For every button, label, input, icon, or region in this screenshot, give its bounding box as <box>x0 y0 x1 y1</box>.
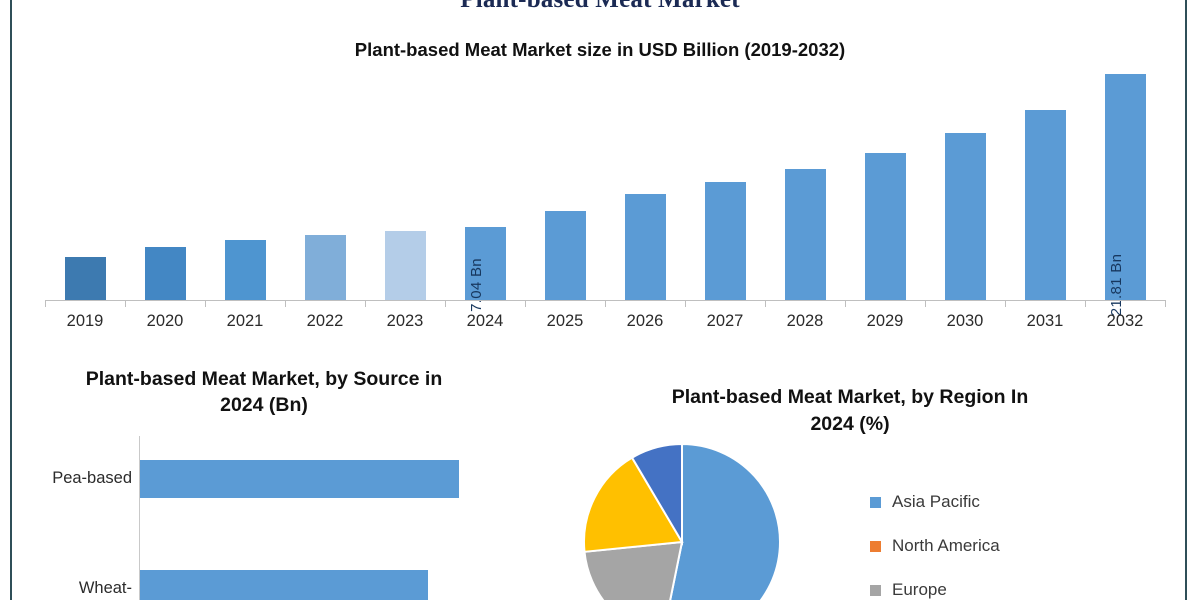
x-tick-2026 <box>605 300 606 307</box>
x-axis-label-2023: 2023 <box>386 312 424 330</box>
source-chart-y-axis <box>139 436 140 600</box>
region-legend: Asia Pacific North America Europe <box>870 480 1170 600</box>
bar-2024: 7.04 Bn <box>464 227 506 312</box>
legend-item-asia-pacific: Asia Pacific <box>870 480 1170 524</box>
bar-2023 <box>384 231 426 300</box>
x-axis-label-2027: 2027 <box>706 312 744 330</box>
source-bar-1 <box>140 460 459 498</box>
bar-2021 <box>224 240 266 300</box>
region-title-line1: Plant-based Meat Market, by Region In <box>671 386 1029 408</box>
legend-label: Europe <box>892 580 947 599</box>
market-by-source-chart: Plant-based Meat Market, by Source in 20… <box>14 360 514 600</box>
frame-border-right <box>1185 0 1187 600</box>
bar-2031 <box>1024 110 1066 300</box>
legend-label: North America <box>892 536 1000 555</box>
x-axis-label-2029: 2029 <box>866 312 904 330</box>
x-axis-label-2020: 2020 <box>146 312 184 330</box>
x-tick-2032 <box>1085 300 1086 307</box>
x-tick-2021 <box>205 300 206 307</box>
pie-slice-middle-east-and-africa <box>583 540 684 600</box>
x-axis-label-2026: 2026 <box>626 312 664 330</box>
bar-2022 <box>304 235 346 300</box>
x-tick-2022 <box>285 300 286 307</box>
source-title-line2: 2024 (Bn) <box>220 394 308 416</box>
x-tick-2019 <box>45 300 46 307</box>
x-tick-2029 <box>845 300 846 307</box>
bar-2028 <box>784 169 826 300</box>
source-label-1: Pea-based <box>52 469 132 487</box>
x-axis-label-2024: 2024 <box>466 312 504 330</box>
x-axis-label-2032: 2032 <box>1106 312 1144 330</box>
x-tick-2020 <box>125 300 126 307</box>
pie-slice-europe <box>583 456 684 553</box>
legend-label: Asia Pacific <box>892 492 980 511</box>
x-tick-end <box>1165 300 1166 307</box>
market-by-region-chart: Plant-based Meat Market, by Region In 20… <box>560 380 1180 600</box>
pie-slice-south-america <box>630 442 683 546</box>
x-tick-2023 <box>365 300 366 307</box>
legend-swatch-icon <box>870 540 881 552</box>
x-axis-label-2030: 2030 <box>946 312 984 330</box>
bar-2020 <box>144 247 186 300</box>
bar-2029 <box>864 153 906 300</box>
bar-value-label-2032: 21.81 Bn <box>1108 253 1125 317</box>
x-axis-label-2028: 2028 <box>786 312 824 330</box>
x-axis-label-2031: 2031 <box>1026 312 1064 330</box>
region-pie <box>582 442 782 600</box>
x-tick-2027 <box>685 300 686 307</box>
x-axis-label-2019: 2019 <box>66 312 104 330</box>
source-label-2: Wheat-based <box>78 579 132 597</box>
legend-item-north-america: North America <box>870 524 1170 568</box>
pie-svg <box>583 442 781 600</box>
region-title-line2: 2024 (%) <box>810 413 890 435</box>
bar-chart-subtitle: Plant-based Meat Market size in USD Bill… <box>354 39 846 60</box>
x-tick-2024 <box>445 300 446 307</box>
pie-slice-asia-pacific <box>669 442 781 600</box>
bar-chart-plot-area: 7.04 Bn 21.81 Bn <box>45 60 1165 316</box>
source-bar-2 <box>140 570 428 600</box>
x-tick-2025 <box>525 300 526 307</box>
frame-border-left <box>10 0 12 600</box>
source-chart-title: Plant-based Meat Market, by Source in 20… <box>24 366 504 418</box>
bar-value-label-2024: 7.04 Bn <box>468 258 485 312</box>
bar-2026 <box>624 194 666 300</box>
bar-2032: 21.81 Bn <box>1104 74 1146 316</box>
x-tick-2030 <box>925 300 926 307</box>
bar-2019 <box>64 257 106 300</box>
x-tick-2031 <box>1005 300 1006 307</box>
source-chart-plot-area: Pea-based Wheat-based <box>14 436 514 600</box>
page-title: Plant-based Meat Market <box>0 0 1200 14</box>
x-axis-label-2022: 2022 <box>306 312 344 330</box>
x-tick-2028 <box>765 300 766 307</box>
bar-2030 <box>944 133 986 300</box>
legend-swatch-icon <box>870 584 881 596</box>
x-axis-label-2021: 2021 <box>226 312 264 330</box>
bar-2027 <box>704 182 746 300</box>
source-title-line1: Plant-based Meat Market, by Source in <box>85 368 443 390</box>
legend-item-europe: Europe <box>870 568 1170 600</box>
x-axis-label-2025: 2025 <box>546 312 584 330</box>
bar-2025 <box>544 211 586 300</box>
market-size-bar-chart: 7.04 Bn 21.81 Bn 2019 2020 2021 2022 2023 2024… <box>45 60 1166 330</box>
legend-swatch-icon <box>870 496 881 508</box>
region-chart-title: Plant-based Meat Market, by Region In 20… <box>600 384 1100 438</box>
